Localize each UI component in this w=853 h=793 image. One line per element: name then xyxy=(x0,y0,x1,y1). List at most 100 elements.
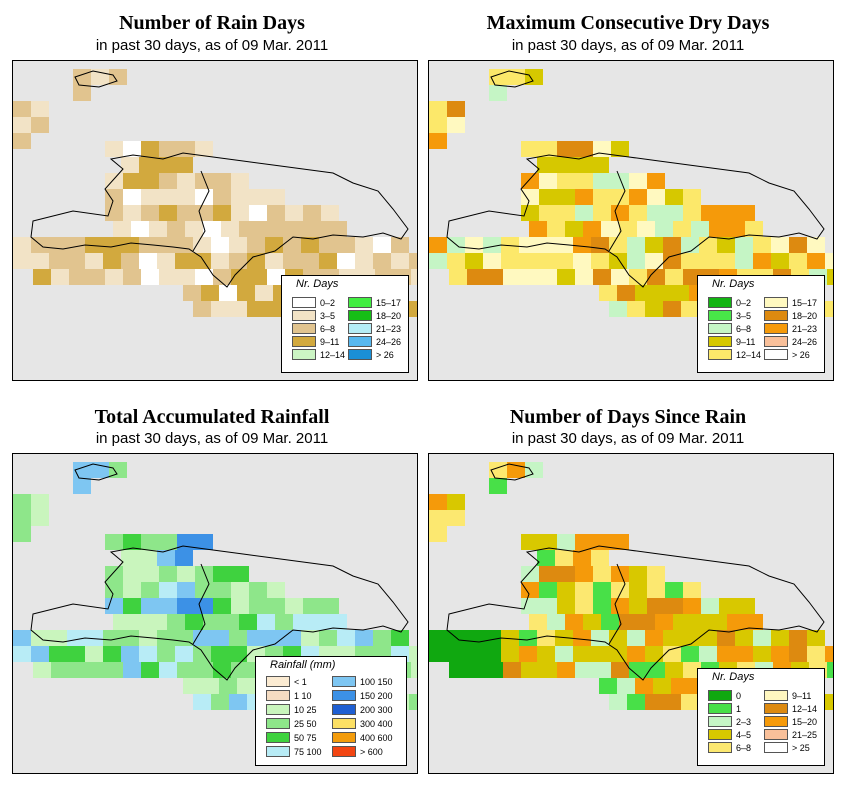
grid-cell xyxy=(123,189,141,205)
legend-label: 0–2 xyxy=(736,297,752,308)
grid-cell xyxy=(231,189,249,205)
legend-swatch xyxy=(764,336,788,348)
grid-cell xyxy=(717,253,735,269)
grid-cell xyxy=(213,582,231,598)
legend-item: 2–3 xyxy=(708,715,751,728)
grid-cell xyxy=(213,173,231,189)
grid-cell xyxy=(221,614,239,630)
legend-item: 24–26 xyxy=(764,335,817,348)
legend-label: 4–5 xyxy=(736,729,752,740)
grid-cell xyxy=(683,189,701,205)
grid-cell xyxy=(123,269,141,285)
legend-label: 100 150 xyxy=(360,676,393,687)
coastline xyxy=(446,152,825,288)
grid-cell xyxy=(825,646,833,662)
grid-cell xyxy=(727,614,745,630)
grid-cell xyxy=(825,253,833,269)
grid-cell xyxy=(195,173,213,189)
grid-cell xyxy=(609,694,627,710)
grid-cell xyxy=(285,205,303,221)
grid-cell xyxy=(691,221,709,237)
grid-cell xyxy=(503,662,521,678)
coastline xyxy=(30,152,409,288)
grid-cell xyxy=(681,301,699,317)
grid-cell xyxy=(311,614,329,630)
panel-2-subtitle: in past 30 days, as of 09 Mar. 2011 xyxy=(511,37,745,54)
grid-cell xyxy=(591,646,609,662)
grid-cell xyxy=(149,614,167,630)
legend-swatch xyxy=(708,323,732,335)
legend-swatch xyxy=(332,676,356,688)
grid-cell xyxy=(311,221,329,237)
grid-cell xyxy=(303,205,321,221)
grid-cell xyxy=(113,614,131,630)
grid-cell xyxy=(681,253,699,269)
grid-cell xyxy=(123,598,141,614)
grid-cell xyxy=(789,630,807,646)
legend-item: 15–17 xyxy=(348,296,401,309)
legend-item: > 600 xyxy=(332,745,383,758)
grid-cell xyxy=(745,614,763,630)
grid-cell xyxy=(653,678,671,694)
grid-cell xyxy=(635,285,653,301)
grid-cell xyxy=(177,566,195,582)
grid-cell xyxy=(177,662,195,678)
grid-cell xyxy=(449,662,467,678)
grid-cell xyxy=(139,646,157,662)
grid-cell xyxy=(159,662,177,678)
grid-cell xyxy=(701,205,719,221)
grid-cell xyxy=(13,646,31,662)
grid-cell xyxy=(699,646,717,662)
grid-cell xyxy=(825,301,833,317)
legend-item: > 25 xyxy=(764,741,810,754)
grid-cell xyxy=(537,550,555,566)
grid-cell xyxy=(193,694,211,710)
grid-cell xyxy=(211,646,229,662)
legend-swatch xyxy=(764,349,788,361)
grid-cell xyxy=(33,269,51,285)
grid-cell xyxy=(13,510,31,526)
grid-cell xyxy=(157,237,175,253)
grid-cell xyxy=(539,598,557,614)
grid-cell xyxy=(85,253,103,269)
grid-cell xyxy=(231,173,249,189)
grid-cell xyxy=(627,253,645,269)
grid-cell xyxy=(645,253,663,269)
grid-cell xyxy=(521,662,539,678)
grid-cell xyxy=(201,678,219,694)
grid-cell xyxy=(519,253,537,269)
grid-cell xyxy=(575,662,593,678)
rainfall-legend: Rainfall (mm) < 1 1 10 10 25 25 50 50 75 75 1… xyxy=(255,656,407,766)
grid-cell xyxy=(807,646,825,662)
legend-swatch xyxy=(764,729,788,741)
grid-cell xyxy=(521,205,539,221)
grid-cell xyxy=(429,630,447,646)
grid-cell xyxy=(557,582,575,598)
grid-cell xyxy=(85,630,103,646)
grid-cell xyxy=(627,694,645,710)
grid-cell xyxy=(647,189,665,205)
grid-cell xyxy=(539,534,557,550)
grid-cell xyxy=(683,662,701,678)
legend-swatch xyxy=(266,690,290,702)
grid-cell xyxy=(665,189,683,205)
legend-item: 0–2 xyxy=(708,296,752,309)
grid-cell xyxy=(573,253,591,269)
legend-label: 24–26 xyxy=(376,336,402,347)
grid-cell xyxy=(177,269,195,285)
grid-cell xyxy=(219,678,237,694)
legend-swatch xyxy=(708,297,732,309)
grid-cell xyxy=(827,662,833,678)
grid-cell xyxy=(611,598,629,614)
grid-cell xyxy=(265,237,283,253)
legend-label: > 26 xyxy=(792,349,810,360)
grid-cell xyxy=(103,237,121,253)
grid-cell xyxy=(73,478,91,494)
grid-cell xyxy=(627,646,645,662)
grid-cell xyxy=(429,526,447,542)
legend-item: 9–11 xyxy=(764,689,811,702)
grid-cell xyxy=(267,582,285,598)
grid-cell xyxy=(735,646,753,662)
grid-cell xyxy=(247,630,265,646)
grid-cell xyxy=(175,237,193,253)
